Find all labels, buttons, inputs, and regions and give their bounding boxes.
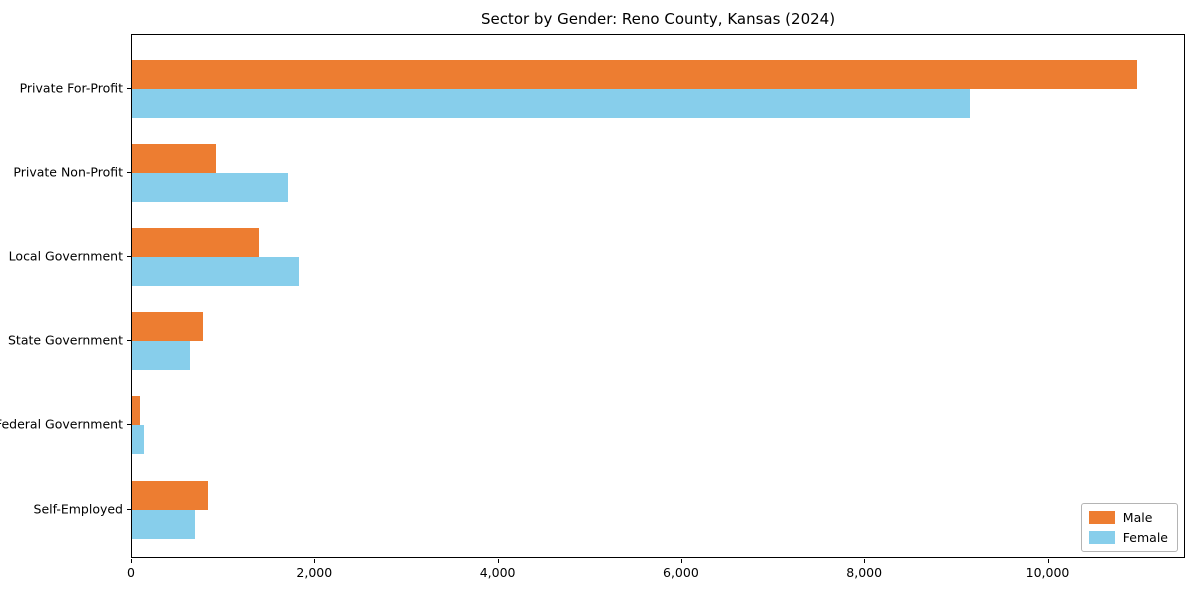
bar-female-5 xyxy=(132,425,144,455)
x-tick-label: 2,000 xyxy=(296,565,333,580)
y-tick-label: Private Non-Profit xyxy=(13,164,123,180)
x-tick-label: 6,000 xyxy=(663,565,699,580)
bar-female-1 xyxy=(132,89,970,118)
x-tick-label: 10,000 xyxy=(1025,565,1070,580)
y-tick-label: Federal Government xyxy=(0,416,123,432)
x-axis: 0 2,000 4,000 6,000 8,000 10,000 xyxy=(127,559,1185,599)
bar-female-6 xyxy=(132,509,196,539)
legend-swatch-male xyxy=(1088,511,1115,524)
y-tick-label: Private For-Profit xyxy=(19,80,123,96)
legend-label: Male xyxy=(1122,510,1153,525)
bar-male-5 xyxy=(132,396,141,426)
plot-area: Male Female xyxy=(131,34,1185,558)
y-tick-mark xyxy=(127,424,131,426)
x-tick-mark xyxy=(864,559,866,563)
x-tick-mark xyxy=(497,559,499,563)
legend-label: Female xyxy=(1122,530,1168,545)
y-tick-label: Self-Employed xyxy=(33,501,123,516)
y-tick-mark xyxy=(127,172,131,174)
chart-title: Sector by Gender: Reno County, Kansas (2… xyxy=(480,10,836,28)
x-tick-label: 0 xyxy=(127,565,135,580)
legend-row: Female xyxy=(1088,530,1168,545)
legend-row: Male xyxy=(1088,510,1168,525)
y-tick-mark xyxy=(127,340,131,342)
x-tick-mark xyxy=(131,559,132,563)
legend: Male Female xyxy=(1080,503,1178,552)
x-tick-mark xyxy=(314,559,316,563)
y-axis-labels: Private For-Profit Private Non-Profit Loca… xyxy=(0,34,123,558)
bar-female-2 xyxy=(132,173,288,203)
bar-female-4 xyxy=(132,341,191,371)
bar-female-3 xyxy=(132,257,299,287)
legend-swatch-female xyxy=(1088,531,1115,544)
x-tick-label: 4,000 xyxy=(479,565,516,580)
bar-male-1 xyxy=(132,60,1137,89)
y-tick-mark xyxy=(127,88,131,89)
y-tick-mark xyxy=(127,508,131,510)
y-tick-label: State Government xyxy=(7,332,123,348)
y-tick-mark xyxy=(127,256,131,258)
x-tick-mark xyxy=(1047,559,1049,563)
bar-male-2 xyxy=(132,144,217,174)
bar-male-3 xyxy=(132,228,260,258)
bar-male-6 xyxy=(132,480,209,510)
y-tick-label: Local Government xyxy=(8,248,123,264)
x-tick-mark xyxy=(680,559,682,563)
bar-male-4 xyxy=(132,312,204,342)
x-tick-label: 8,000 xyxy=(846,565,883,580)
